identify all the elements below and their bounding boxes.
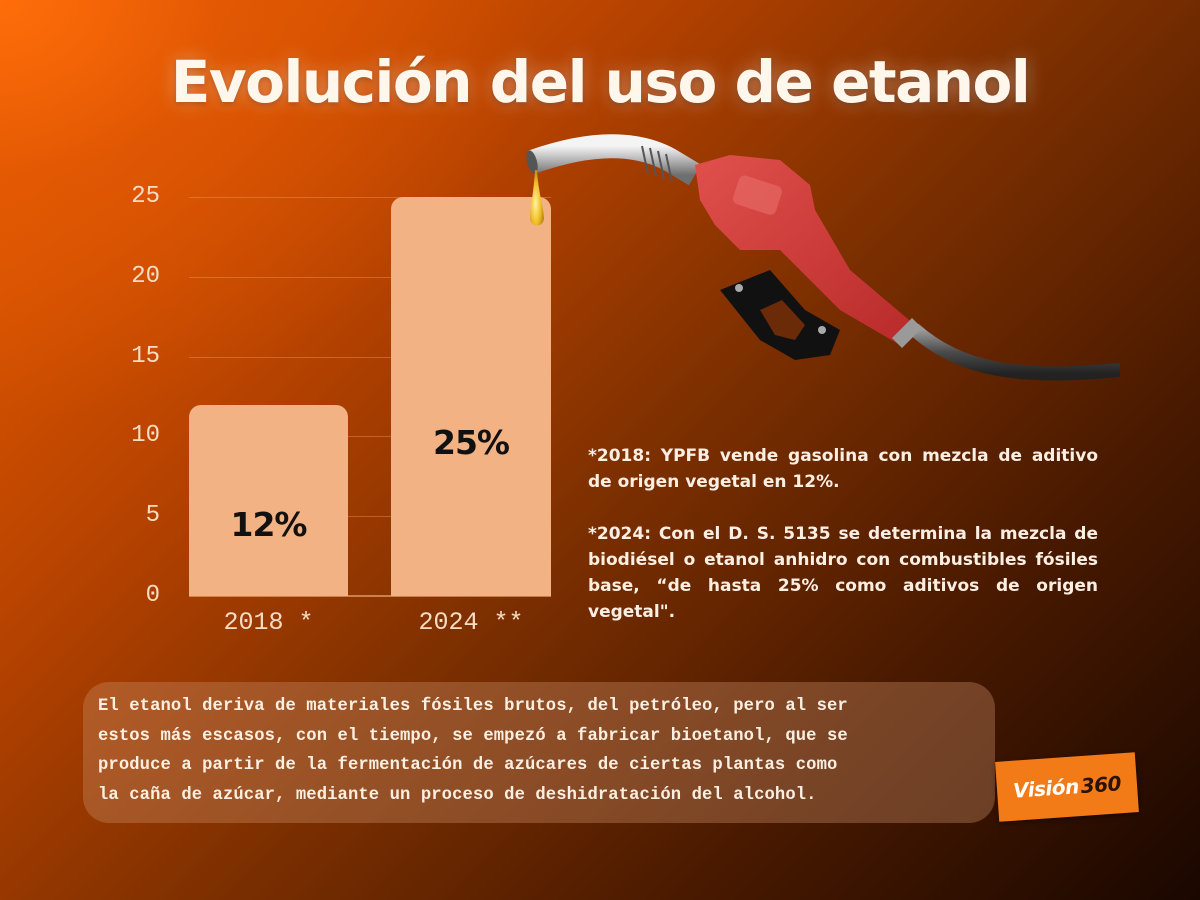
gridline bbox=[189, 516, 551, 517]
bar-2024: 25% bbox=[391, 197, 551, 596]
page-title: Evolución del uso de etanol bbox=[170, 48, 1031, 116]
bar-2018: 12% bbox=[189, 405, 348, 596]
info-line: la caña de azúcar, mediante un proceso d… bbox=[98, 785, 817, 805]
y-tick-25: 25 bbox=[131, 183, 160, 210]
x-axis-line bbox=[189, 595, 551, 597]
x-tick-2024: 2024 ** bbox=[418, 608, 524, 637]
y-tick-10: 10 bbox=[131, 422, 160, 449]
info-line: El etanol deriva de materiales fósiles b… bbox=[98, 697, 848, 716]
logo-text-360: 360 bbox=[1079, 771, 1122, 799]
x-tick-2018: 2018 * bbox=[223, 608, 314, 637]
bar-value-label: 12% bbox=[230, 505, 308, 544]
y-tick-15: 15 bbox=[131, 343, 160, 370]
brand-logo: Visión 360 bbox=[995, 752, 1139, 822]
info-line: estos más escasos, con el tiempo, se emp… bbox=[98, 726, 848, 746]
footnote-2018: *2018: YPFB vende gasolina con mezcla de… bbox=[588, 446, 1098, 492]
y-tick-5: 5 bbox=[145, 502, 160, 529]
footnote-2024: *2024: Con el D. S. 5135 se determina la… bbox=[588, 524, 1098, 622]
logo-text-vision: Visión bbox=[1012, 774, 1080, 803]
info-box: El etanol deriva de materiales fósiles b… bbox=[83, 682, 995, 823]
gridline bbox=[189, 436, 551, 437]
y-tick-0: 0 bbox=[145, 582, 160, 609]
bar-chart: 25 20 15 10 5 0 12% 25% 2018 * 2024 ** bbox=[0, 0, 600, 660]
info-line: produce a partir de la fermentación de a… bbox=[98, 756, 838, 775]
gridline bbox=[189, 197, 551, 198]
gridline bbox=[189, 357, 551, 358]
footnotes: *2018: YPFB vende gasolina con mezcla de… bbox=[588, 443, 1098, 625]
fuel-nozzle-icon bbox=[526, 134, 1120, 381]
bar-value-label: 25% bbox=[433, 423, 510, 462]
y-tick-20: 20 bbox=[131, 263, 160, 290]
gridline bbox=[189, 277, 551, 278]
